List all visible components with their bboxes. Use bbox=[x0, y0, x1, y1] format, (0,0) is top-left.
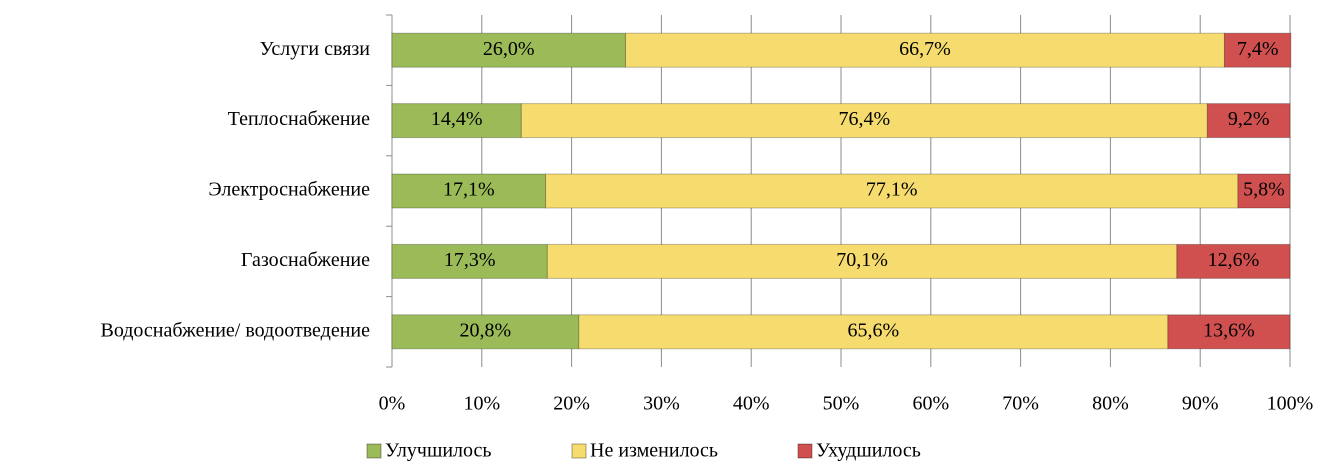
value-label: 26,0% bbox=[483, 38, 535, 60]
bar-segment bbox=[624, 32, 1225, 68]
value-label: 14,4% bbox=[431, 108, 483, 130]
value-label: 76,4% bbox=[839, 108, 891, 130]
x-tick-label: 100% bbox=[1267, 393, 1314, 415]
y-tick-label: Водоснабжение/ водоотведение bbox=[100, 319, 370, 341]
value-label: 13,6% bbox=[1203, 319, 1255, 341]
bar-segment bbox=[1223, 32, 1292, 68]
bar-segment bbox=[391, 103, 522, 139]
x-tick-label: 0% bbox=[379, 393, 406, 415]
legend-label: Не изменилось bbox=[590, 440, 718, 462]
bar-segment bbox=[578, 314, 1169, 350]
bar-segment bbox=[391, 314, 580, 350]
x-tick-label: 50% bbox=[823, 393, 860, 415]
value-label: 7,4% bbox=[1237, 38, 1279, 60]
value-label: 77,1% bbox=[866, 179, 918, 201]
value-label: 20,8% bbox=[460, 319, 512, 341]
bar-segment bbox=[391, 243, 548, 279]
y-tick-label: Электроснабжение bbox=[208, 179, 370, 201]
x-tick-label: 20% bbox=[553, 393, 590, 415]
bar-segment bbox=[1237, 173, 1291, 209]
x-tick-label: 30% bbox=[643, 393, 680, 415]
x-tick-label: 10% bbox=[463, 393, 500, 415]
x-tick-label: 70% bbox=[1002, 393, 1039, 415]
value-label: 65,6% bbox=[847, 319, 899, 341]
y-tick-label: Газоснабжение bbox=[241, 249, 370, 271]
value-label: 17,1% bbox=[443, 179, 495, 201]
legend-label: Ухудшилось bbox=[816, 440, 921, 462]
x-tick-label: 90% bbox=[1182, 393, 1219, 415]
bar-segment bbox=[1176, 243, 1291, 279]
y-tick-label: Услуги связи bbox=[260, 38, 371, 60]
value-label: 70,1% bbox=[836, 249, 888, 271]
value-label: 5,8% bbox=[1243, 179, 1285, 201]
value-label: 12,6% bbox=[1208, 249, 1260, 271]
bar-segment bbox=[545, 173, 1239, 209]
bar-segment bbox=[1167, 314, 1291, 350]
value-label: 17,3% bbox=[444, 249, 496, 271]
y-tick-label: Теплоснабжение bbox=[228, 108, 370, 130]
x-tick-label: 40% bbox=[733, 393, 770, 415]
value-label: 9,2% bbox=[1228, 108, 1270, 130]
value-label: 66,7% bbox=[899, 38, 951, 60]
bar-segment bbox=[1206, 103, 1291, 139]
legend-swatch bbox=[571, 443, 587, 459]
legend-swatch bbox=[797, 443, 813, 459]
legend-swatch bbox=[366, 443, 382, 459]
legend-label: Улучшилось bbox=[385, 440, 492, 462]
x-tick-label: 80% bbox=[1092, 393, 1129, 415]
x-tick-label: 60% bbox=[912, 393, 949, 415]
